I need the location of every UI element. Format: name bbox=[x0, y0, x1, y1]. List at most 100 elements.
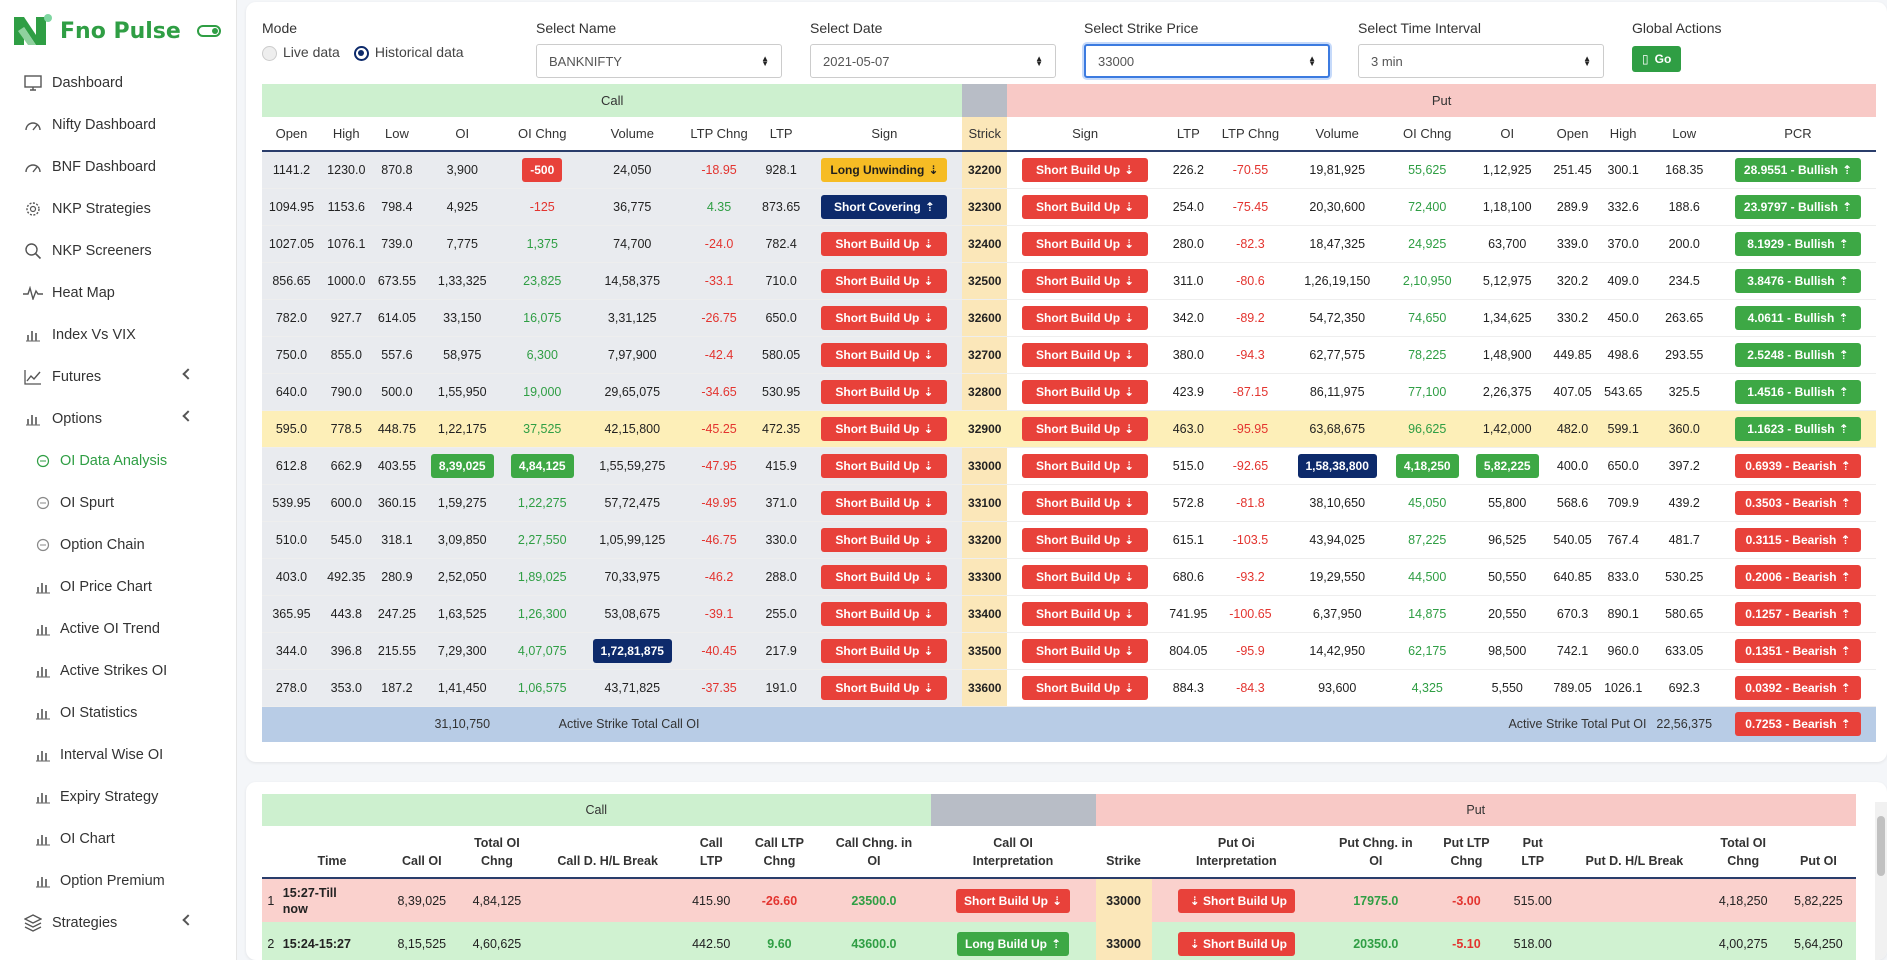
header-ltp-chng[interactable]: LTP Chng bbox=[1213, 117, 1288, 152]
strike-cell[interactable]: 32700 bbox=[962, 336, 1008, 373]
sidebar-item-strategies[interactable]: Strategies bbox=[0, 902, 236, 944]
header-ltp[interactable]: LTP bbox=[755, 117, 807, 152]
header-pcr[interactable]: PCR bbox=[1719, 117, 1876, 152]
header-strike[interactable]: Strike bbox=[1095, 826, 1152, 879]
put-low: 200.0 bbox=[1649, 225, 1720, 262]
put-high-value: 767.4 bbox=[1607, 532, 1639, 547]
header-oi-chng[interactable]: OI Chng bbox=[502, 117, 583, 152]
sidebar-item-option-premium[interactable]: Option Premium bbox=[0, 860, 236, 902]
header-low[interactable]: Low bbox=[1648, 117, 1720, 152]
scrollbar-thumb[interactable] bbox=[1877, 816, 1885, 876]
sidebar-item-nkp-strategies[interactable]: NKP Strategies bbox=[0, 188, 236, 230]
sidebar-item-futures[interactable]: Futures bbox=[0, 356, 236, 398]
header-oi[interactable]: OI bbox=[422, 117, 503, 152]
header-call-ltp-chng[interactable]: Call LTP Chng bbox=[741, 826, 818, 879]
sidebar-item-option-chain[interactable]: Option Chain bbox=[0, 524, 236, 566]
sidebar-item-nifty-dashboard[interactable]: Nifty Dashboard bbox=[0, 104, 236, 146]
header-open[interactable]: Open bbox=[262, 117, 321, 152]
sidebar-item-expiry-strategy[interactable]: Expiry Strategy bbox=[0, 776, 236, 818]
strike-cell[interactable]: 33500 bbox=[962, 632, 1008, 669]
sidebar-item-nkp-screeners[interactable]: NKP Screeners bbox=[0, 230, 236, 272]
scrollbar[interactable] bbox=[1875, 802, 1887, 960]
strike-cell[interactable]: 32400 bbox=[962, 225, 1008, 262]
header-strick[interactable]: Strick bbox=[962, 117, 1008, 152]
sidebar-item-oi-price-chart[interactable]: OI Price Chart bbox=[0, 566, 236, 608]
call-ltp: 472.35 bbox=[755, 410, 807, 447]
select-name[interactable]: BANKNIFTY ▲ ▼ bbox=[536, 44, 782, 78]
header-oi[interactable]: OI bbox=[1467, 117, 1548, 152]
chevron-left-icon[interactable] bbox=[182, 410, 194, 422]
strike-cell[interactable]: 32500 bbox=[962, 262, 1008, 299]
strike-cell[interactable]: 33000 bbox=[962, 447, 1008, 484]
sidebar-item-dashboard[interactable]: Dashboard bbox=[0, 62, 236, 104]
sidebar-item-interval-wise-oi[interactable]: Interval Wise OI bbox=[0, 734, 236, 776]
theme-toggle[interactable] bbox=[196, 25, 221, 37]
header-total-oi-chng[interactable]: Total OI Chng bbox=[459, 826, 535, 879]
header-low[interactable]: Low bbox=[371, 117, 423, 152]
header-ltp-chng[interactable]: LTP Chng bbox=[682, 117, 756, 152]
sidebar-item-heat-map[interactable]: Heat Map bbox=[0, 272, 236, 314]
put-sign-badge-label: Short Build Up bbox=[1036, 458, 1121, 473]
header-total-oi-chng[interactable]: Total OI Chng bbox=[1705, 826, 1781, 879]
header-call-d-h-l-break[interactable]: Call D. H/L Break bbox=[534, 826, 681, 879]
sidebar-item-active-oi-trend[interactable]: Active OI Trend bbox=[0, 608, 236, 650]
strike-cell[interactable]: 33600 bbox=[962, 669, 1008, 706]
header-sign[interactable]: Sign bbox=[1007, 117, 1164, 152]
header-sign[interactable]: Sign bbox=[806, 117, 963, 152]
strike-cell[interactable]: 32600 bbox=[962, 299, 1008, 336]
header-volume[interactable]: Volume bbox=[1287, 117, 1388, 152]
header-put-oi-interpretation[interactable]: Put Oi Interpretation bbox=[1151, 826, 1322, 879]
strike-cell[interactable]: 33200 bbox=[962, 521, 1008, 558]
header-put-d-h-l-break[interactable]: Put D. H/L Break bbox=[1563, 826, 1706, 879]
strike-cell[interactable]: 33100 bbox=[962, 484, 1008, 521]
table-row: 510.0 545.0 318.1 3,09,850 2,27,550 1,05,99,1… bbox=[262, 521, 1876, 558]
call-sign: Short Build Up ⇣ bbox=[806, 336, 963, 373]
call-ltp-chng-value: -37.35 bbox=[701, 680, 737, 695]
chevron-left-icon[interactable] bbox=[182, 914, 194, 926]
sidebar-item-bnf-dashboard[interactable]: BNF Dashboard bbox=[0, 146, 236, 188]
call-oi: 8,15,525 bbox=[384, 922, 460, 960]
strike-cell[interactable]: 32300 bbox=[962, 188, 1008, 225]
sidebar-item-active-strikes-oi[interactable]: Active Strikes OI bbox=[0, 650, 236, 692]
header-ltp[interactable]: LTP bbox=[1163, 117, 1214, 152]
strike-cell[interactable]: 32900 bbox=[962, 410, 1008, 447]
header-volume[interactable]: Volume bbox=[582, 117, 683, 152]
sidebar-item-oi-spurt[interactable]: OI Spurt bbox=[0, 482, 236, 524]
sidebar-item-options[interactable]: Options bbox=[0, 398, 236, 440]
pcr-badge: 1.4516 - Bullish ⇡ bbox=[1734, 379, 1861, 404]
call-low-value: 318.1 bbox=[381, 532, 413, 547]
strike-cell[interactable]: 32800 bbox=[962, 373, 1008, 410]
sidebar-item-oi-statistics[interactable]: OI Statistics bbox=[0, 692, 236, 734]
header-high[interactable]: High bbox=[320, 117, 372, 152]
header-put-oi[interactable]: Put OI bbox=[1780, 826, 1856, 879]
chevron-left-icon[interactable] bbox=[182, 368, 194, 380]
header-call-chng-in-oi[interactable]: Call Chng. in OI bbox=[817, 826, 931, 879]
strike-cell[interactable]: 33400 bbox=[962, 595, 1008, 632]
sidebar-item-oi-data-analysis[interactable]: OI Data Analysis bbox=[0, 440, 236, 482]
strike-cell[interactable]: 32200 bbox=[962, 151, 1008, 188]
header-line1: Call bbox=[699, 835, 723, 850]
call-interpretation: Short Build Up ⇣ bbox=[930, 878, 1096, 922]
historical-data-radio[interactable]: Historical data bbox=[353, 44, 464, 61]
strike-cell[interactable]: 33300 bbox=[962, 558, 1008, 595]
header-put-ltp-chng[interactable]: Put LTP Chng bbox=[1430, 826, 1503, 879]
sidebar-item-index-vs-vix[interactable]: Index Vs VIX bbox=[0, 314, 236, 356]
header-high[interactable]: High bbox=[1597, 117, 1649, 152]
header-call-ltp[interactable]: Call LTP bbox=[680, 826, 742, 879]
header-put-chng-in-oi[interactable]: Put Chng. in OI bbox=[1321, 826, 1431, 879]
live-data-radio[interactable]: Live data bbox=[262, 44, 340, 61]
select-time-interval[interactable]: 3 min ▲ ▼ bbox=[1358, 44, 1604, 78]
header-call-oi[interactable]: Call OI bbox=[384, 826, 460, 879]
header-time[interactable]: Time bbox=[279, 826, 385, 879]
go-button[interactable]: ▯ Go bbox=[1632, 46, 1682, 72]
select-date[interactable]: 2021-05-07 ▲ ▼ bbox=[810, 44, 1056, 78]
header-call-oi-interpretation[interactable]: Call OI Interpretation bbox=[930, 826, 1096, 879]
sidebar-item-oi-chart[interactable]: OI Chart bbox=[0, 818, 236, 860]
header-oi-chng[interactable]: OI Chng bbox=[1387, 117, 1468, 152]
call-oi-value: 1,55,950 bbox=[437, 384, 487, 399]
header-open[interactable]: Open bbox=[1547, 117, 1598, 152]
put-ltp: 515.0 bbox=[1163, 447, 1214, 484]
select-strike-price[interactable]: 33000 ▲ ▼ bbox=[1084, 44, 1330, 78]
put-ltp-value: 254.0 bbox=[1172, 199, 1204, 214]
header-put-ltp[interactable]: Put LTP bbox=[1502, 826, 1564, 879]
